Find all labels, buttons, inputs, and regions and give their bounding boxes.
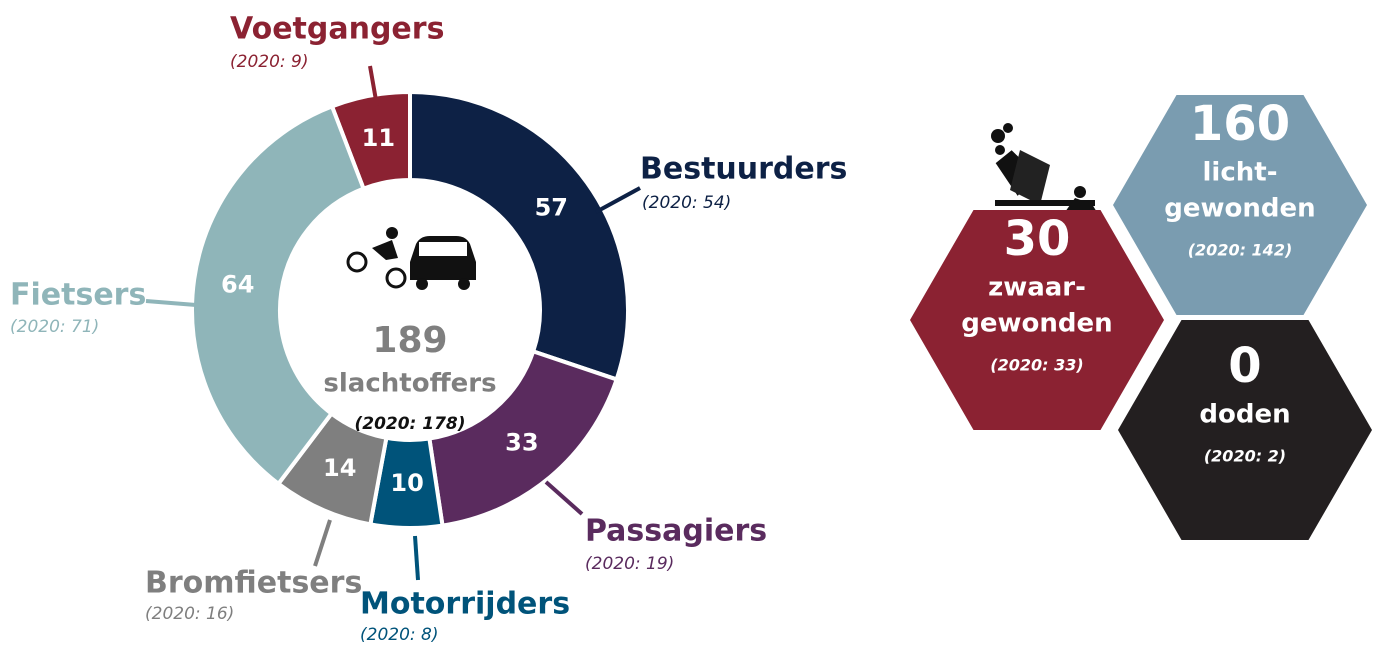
category-sublabel: (2020: 16) <box>145 604 234 624</box>
hexagon-label: zwaar- <box>988 273 1086 303</box>
hexagon-note: (2020: 33) <box>990 356 1083 375</box>
category-label: Bromfietsers <box>145 566 362 601</box>
leader-line <box>413 535 420 581</box>
value-label: 11 <box>362 124 395 152</box>
total-value: 189 <box>372 320 447 361</box>
donut-segment <box>190 103 367 487</box>
category-label: Fietsers <box>10 278 146 313</box>
center-icon <box>346 227 476 290</box>
hexagon-value: 30 <box>1004 211 1071 267</box>
hexagon <box>1113 95 1367 315</box>
category-sublabel: (2020: 71) <box>10 317 99 337</box>
donut-segment <box>408 89 630 382</box>
hexagon <box>910 210 1164 430</box>
value-label: 33 <box>505 428 538 456</box>
category-label: Motorrijders <box>360 587 570 622</box>
leader-line <box>313 519 332 567</box>
leader-line <box>595 186 641 214</box>
value-label: 10 <box>390 469 423 497</box>
leader-line <box>368 65 379 107</box>
category-sublabel: (2020: 54) <box>642 193 731 213</box>
hexagon-label: doden <box>1199 400 1290 430</box>
hexagon-value: 0 <box>1228 338 1261 394</box>
category-sublabel: (2020: 19) <box>585 554 674 574</box>
value-label: 14 <box>323 454 356 482</box>
leader-line <box>145 299 197 307</box>
hexagon-label: gewonden <box>1164 194 1315 224</box>
category-label: Passagiers <box>585 514 767 549</box>
category-label: Voetgangers <box>230 12 444 47</box>
hexagon-value: 160 <box>1190 96 1290 152</box>
hexagon-label: gewonden <box>961 309 1112 339</box>
crash-icon <box>991 123 1098 214</box>
total-note: (2020: 178) <box>354 414 465 434</box>
value-label: 57 <box>535 193 568 221</box>
hexagon-note: (2020: 142) <box>1188 241 1293 260</box>
category-sublabel: (2020: 8) <box>360 625 438 645</box>
value-label: 64 <box>221 270 254 298</box>
leader-line <box>544 480 584 516</box>
category-sublabel: (2020: 9) <box>230 52 308 72</box>
total-label: slachtoffers <box>323 369 496 399</box>
category-label: Bestuurders <box>640 152 847 187</box>
hexagon-note: (2020: 2) <box>1204 447 1286 466</box>
hexagon-label: licht- <box>1203 158 1278 188</box>
hexagon <box>1118 320 1372 540</box>
